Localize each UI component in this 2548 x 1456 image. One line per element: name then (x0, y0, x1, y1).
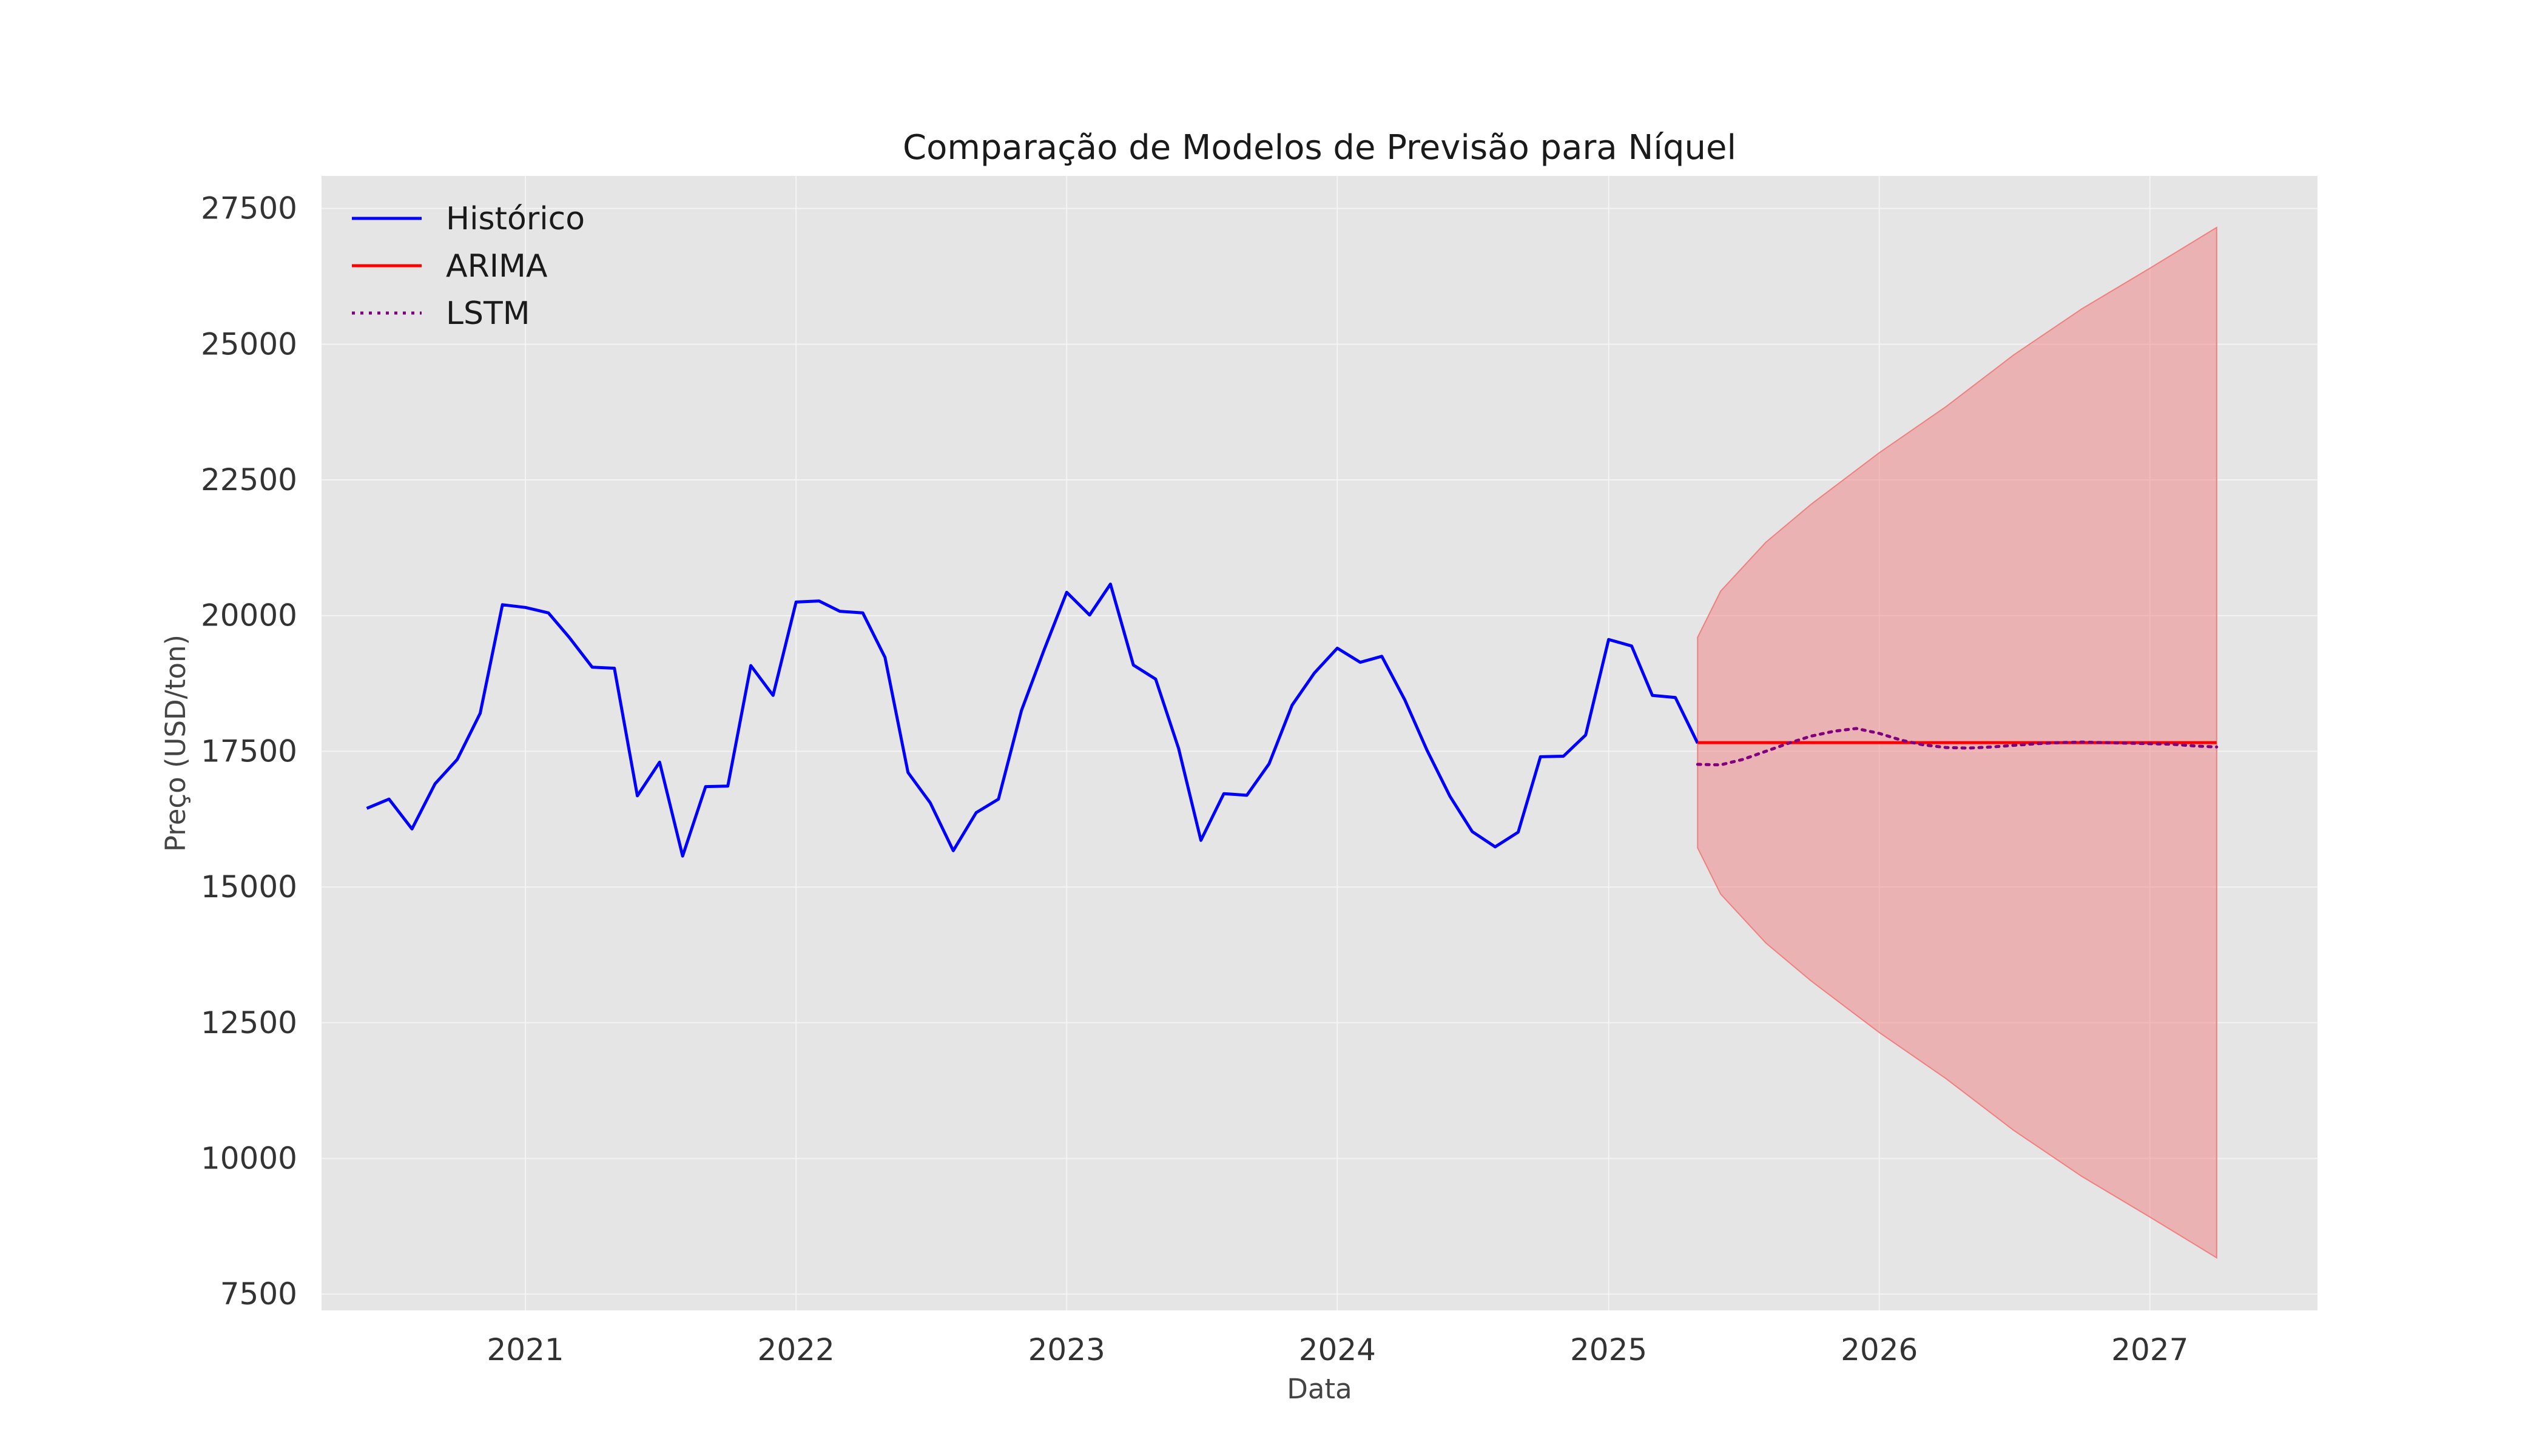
y-axis-ticks: 7500 10000 12500 15000 17500 20000 22500 25000 2… (201, 191, 297, 1312)
chart-title: Comparação de Modelos de Previsão para N… (903, 128, 1736, 167)
x-axis-label: Data (1287, 1373, 1352, 1405)
legend: Histórico ARIMA LSTM (352, 201, 585, 332)
y-tick-label: 7500 (220, 1276, 297, 1312)
x-tick-label: 2021 (487, 1332, 564, 1367)
legend-label-lstm: LSTM (446, 295, 530, 332)
y-tick-label: 20000 (201, 598, 297, 633)
y-axis-label: Preço (USD/ton) (160, 635, 192, 852)
y-tick-label: 10000 (201, 1141, 297, 1176)
historico-line (366, 582, 1699, 858)
series-lines (366, 582, 2219, 858)
x-tick-label: 2022 (758, 1332, 835, 1367)
y-tick-label: 17500 (201, 733, 297, 769)
y-tick-label: 27500 (201, 191, 297, 226)
x-tick-label: 2024 (1299, 1332, 1376, 1367)
x-tick-label: 2026 (1841, 1332, 1918, 1367)
legend-label-historico: Histórico (446, 201, 585, 237)
y-tick-label: 12500 (201, 1005, 297, 1040)
lstm-line (1696, 727, 2219, 767)
y-tick-label: 22500 (201, 462, 297, 497)
x-tick-label: 2027 (2111, 1332, 2188, 1367)
y-tick-label: 25000 (201, 326, 297, 362)
x-tick-label: 2023 (1028, 1332, 1105, 1367)
x-axis-ticks: 2021 2022 2023 2024 2025 2026 2027 (487, 1332, 2188, 1367)
y-tick-label: 15000 (201, 869, 297, 905)
legend-label-arima: ARIMA (446, 248, 548, 285)
x-tick-label: 2025 (1570, 1332, 1647, 1367)
